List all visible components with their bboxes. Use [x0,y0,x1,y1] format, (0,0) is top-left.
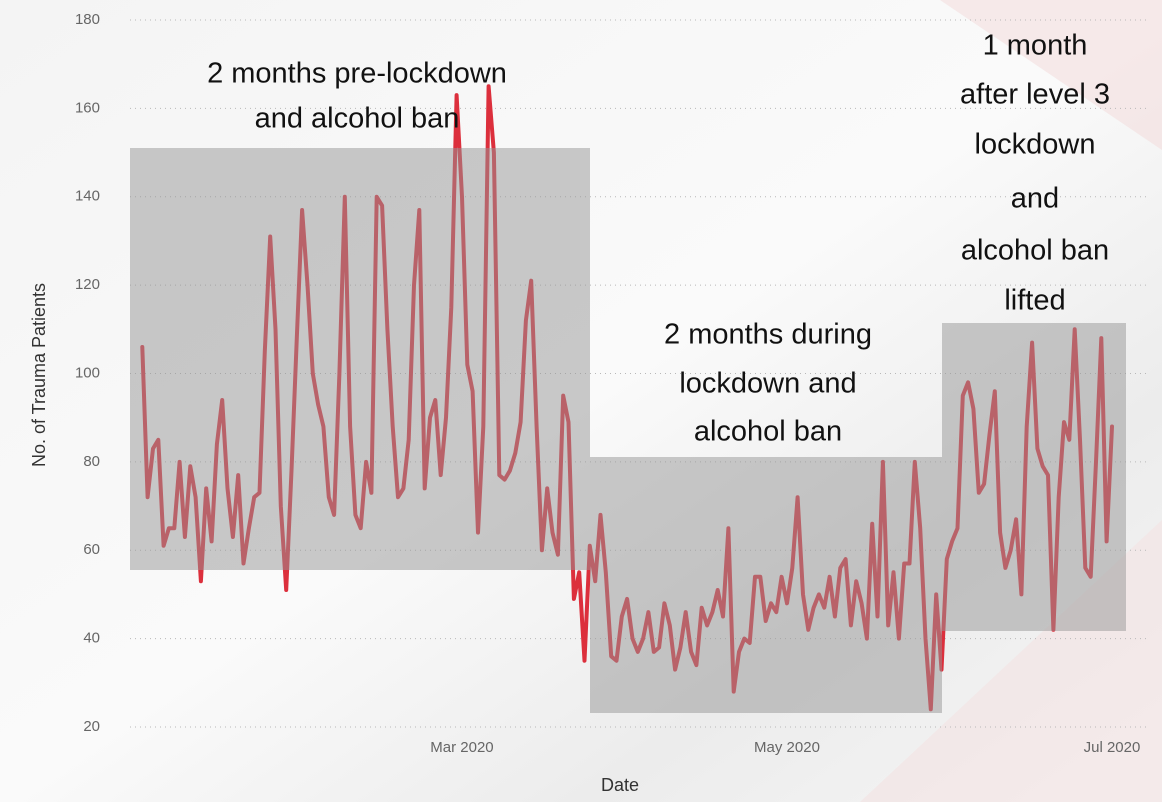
y-tick-label: 160 [75,99,100,116]
x-tick-label: May 2020 [754,739,820,756]
y-tick-label: 100 [75,364,100,381]
x-tick-label: Jul 2020 [1084,739,1141,756]
period-box [942,323,1126,631]
x-axis-title: Date [601,775,639,795]
annotation: alcohol ban [694,416,842,448]
y-tick-label: 80 [83,453,100,470]
x-tick-label: Mar 2020 [430,739,493,756]
period-box [130,148,590,570]
y-tick-label: 60 [83,541,100,558]
annotation: lockdown and [679,368,856,400]
annotation: lifted [1004,285,1065,317]
annotation: lockdown [975,129,1096,161]
annotation: after level 3 [960,79,1110,111]
y-tick-label: 120 [75,276,100,293]
y-tick-label: 40 [83,630,100,647]
y-axis-title: No. of Trauma Patients [29,283,49,467]
annotation: 2 months during [664,319,872,351]
decoration [940,0,1162,150]
annotation: 1 month [983,30,1088,62]
annotation: 2 months pre-lockdown [207,58,507,90]
annotation: and [1011,183,1059,215]
annotation: alcohol ban [961,235,1109,267]
y-tick-label: 180 [75,11,100,28]
y-tick-label: 140 [75,188,100,205]
period-box [590,457,942,713]
y-tick-label: 20 [83,718,100,735]
annotation: and alcohol ban [255,103,460,135]
